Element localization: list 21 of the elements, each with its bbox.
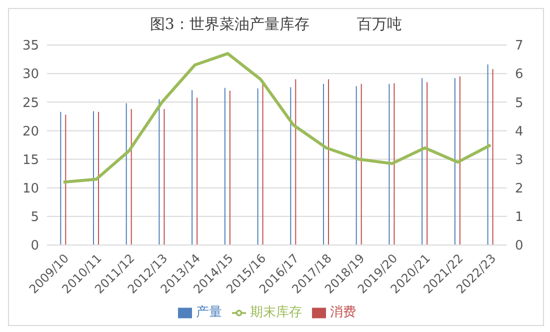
y-tick-label: 35 — [22, 38, 39, 54]
chart-title: 图3：世界菜油产量库存 百万吨 — [148, 14, 404, 35]
y2-tick-label: 3 — [515, 152, 524, 168]
y-tick-label: 20 — [22, 124, 39, 140]
y2-tick-label: 5 — [515, 96, 524, 111]
legend-label: 期末库存 — [250, 305, 302, 320]
legend-label: 消费 — [330, 305, 356, 320]
y-tick-label: 0 — [30, 238, 39, 254]
y2-tick-label: 0 — [515, 238, 524, 254]
y-tick-label: 30 — [22, 67, 39, 82]
y2-tick-label: 1 — [515, 210, 524, 226]
y2-tick-label: 2 — [515, 181, 524, 196]
legend-label: 产量 — [196, 305, 222, 320]
y-tick-label: 25 — [22, 96, 39, 111]
y-tick-label: 10 — [22, 181, 39, 196]
y-tick-label: 15 — [22, 152, 39, 168]
y2-tick-label: 6 — [515, 67, 524, 82]
y2-tick-label: 7 — [515, 38, 524, 54]
y-tick-label: 5 — [30, 210, 39, 226]
line-series — [62, 52, 492, 184]
y2-tick-label: 4 — [515, 124, 524, 140]
